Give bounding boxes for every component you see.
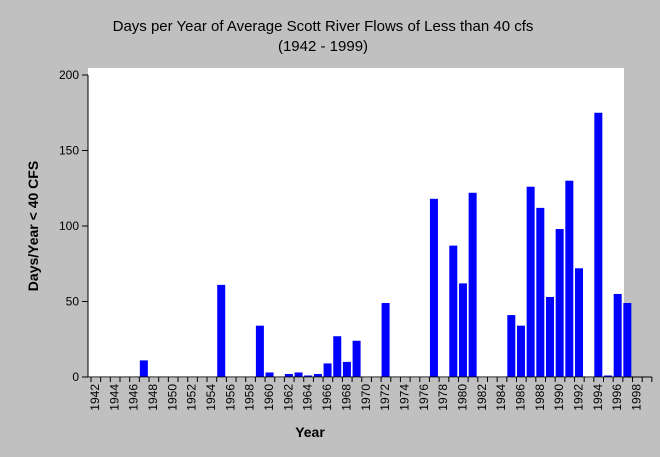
bar-1986	[516, 325, 525, 377]
x-tick-label-1952: 1952	[185, 384, 199, 411]
bar-1972	[381, 303, 390, 377]
bar-1985	[507, 315, 516, 377]
bar-1967	[333, 336, 342, 377]
bar-1964	[304, 375, 313, 377]
x-tick-label-1992: 1992	[572, 384, 586, 411]
y-axis-label: Days/Year < 40 CFS	[25, 161, 41, 291]
x-tick-label-1984: 1984	[494, 384, 508, 411]
bar-1992	[575, 268, 583, 377]
x-tick-label-1974: 1974	[397, 384, 411, 411]
x-tick-label-1970: 1970	[359, 384, 373, 411]
y-tick-label-50: 50	[66, 295, 80, 309]
x-tick-label-1950: 1950	[165, 384, 179, 411]
bar-1987	[526, 186, 535, 377]
x-axis-label: Year	[295, 424, 325, 440]
x-tick-label-1958: 1958	[243, 384, 257, 411]
x-tick-label-1982: 1982	[475, 384, 489, 411]
x-tick-label-1964: 1964	[301, 384, 315, 411]
x-tick-label-1994: 1994	[591, 384, 605, 411]
x-tick-label-1980: 1980	[455, 384, 469, 411]
bar-1995	[604, 375, 613, 377]
bar-1994	[594, 112, 603, 377]
x-tick-label-1990: 1990	[552, 384, 566, 411]
bar-1988	[536, 207, 545, 377]
bar-1966	[323, 363, 332, 377]
chart-subtitle: (1942 - 1999)	[278, 38, 368, 55]
x-tick-label-1972: 1972	[378, 384, 392, 411]
x-tick-label-1998: 1998	[630, 384, 644, 411]
x-tick-label-1944: 1944	[107, 384, 121, 411]
bar-1979	[449, 245, 458, 377]
x-tick-label-1960: 1960	[262, 384, 276, 411]
x-tick-label-1966: 1966	[320, 384, 334, 411]
bar-1960	[265, 372, 274, 377]
bar-1947	[139, 360, 148, 377]
x-tick-label-1988: 1988	[533, 384, 547, 411]
bar-1965	[313, 373, 322, 377]
y-tick-label-150: 150	[59, 144, 79, 158]
bar-1963	[294, 372, 303, 377]
x-tick-label-1962: 1962	[281, 384, 295, 411]
chart-title: Days per Year of Average Scott River Flo…	[113, 18, 534, 35]
y-tick-label-0: 0	[72, 370, 79, 384]
x-tick-label-1986: 1986	[513, 384, 527, 411]
bar-1962	[284, 373, 293, 377]
x-tick-label-1948: 1948	[146, 384, 160, 411]
bar-1991	[565, 180, 574, 377]
bar-1968	[342, 361, 351, 377]
bar-1959	[255, 325, 264, 377]
bar-1955	[217, 284, 226, 377]
y-tick-label-100: 100	[59, 219, 79, 233]
x-axis-ticks: 1942 1944 1946 1948 1950 1952 1954 1956 1958 1960…	[88, 377, 653, 411]
bar-1990	[555, 229, 564, 377]
x-tick-label-1954: 1954	[204, 384, 218, 411]
bar-1981	[468, 192, 477, 377]
bar-1969	[352, 340, 361, 377]
x-tick-label-1956: 1956	[223, 384, 237, 411]
x-tick-label-1942: 1942	[88, 384, 102, 411]
x-tick-label-1978: 1978	[436, 384, 450, 411]
bar-1989	[545, 296, 554, 377]
bar-1997	[623, 303, 632, 377]
bar-1980	[458, 283, 467, 377]
plot-area	[88, 68, 624, 378]
bar-1996	[613, 293, 622, 377]
x-tick-label-1976: 1976	[417, 384, 431, 411]
y-axis-ticks: 0 50 100 150 200	[59, 68, 88, 384]
bar-1977	[429, 198, 438, 377]
y-tick-label-200: 200	[59, 68, 79, 82]
bar-group	[139, 112, 632, 377]
x-tick-label-1968: 1968	[339, 384, 353, 411]
x-tick-label-1996: 1996	[610, 384, 624, 411]
x-tick-label-1946: 1946	[127, 384, 141, 411]
